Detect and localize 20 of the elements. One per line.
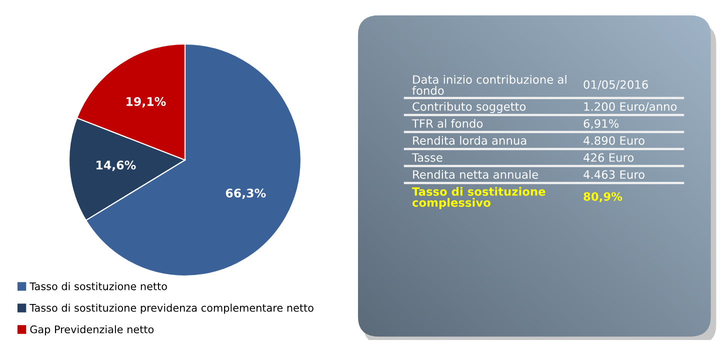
text: 1.200 Euro/anno bbox=[584, 102, 677, 112]
data-label: 19,1% bbox=[126, 97, 166, 108]
text: Data inizio contribuzione al fondo bbox=[412, 75, 566, 95]
text: Tasso di sostituzione complessivo bbox=[412, 187, 546, 210]
text: 6,91% bbox=[584, 119, 619, 129]
text: 01/05/2016 bbox=[584, 80, 648, 90]
text: TFR al fondo bbox=[412, 119, 483, 128]
text: Tasse bbox=[412, 153, 442, 162]
text: 426 Euro bbox=[584, 153, 634, 162]
data-label: 66,3% bbox=[226, 188, 266, 200]
legend-label: Tasso di sostituzione netto bbox=[30, 282, 167, 290]
text: Contributo soggetto bbox=[412, 102, 526, 114]
text: Rendita lorda annua bbox=[413, 136, 526, 145]
data-label: 14,6% bbox=[96, 160, 136, 172]
legend-label: Gap Previdenziale netto bbox=[30, 325, 154, 336]
text: 4.890 Euro bbox=[584, 136, 644, 145]
legend-label: Tasso di sostituzione previdenza complementare netto bbox=[30, 304, 314, 314]
text: 80,9% bbox=[584, 192, 622, 202]
text: Rendita netta annuale bbox=[413, 170, 538, 179]
text: 4.463 Euro bbox=[584, 170, 644, 179]
